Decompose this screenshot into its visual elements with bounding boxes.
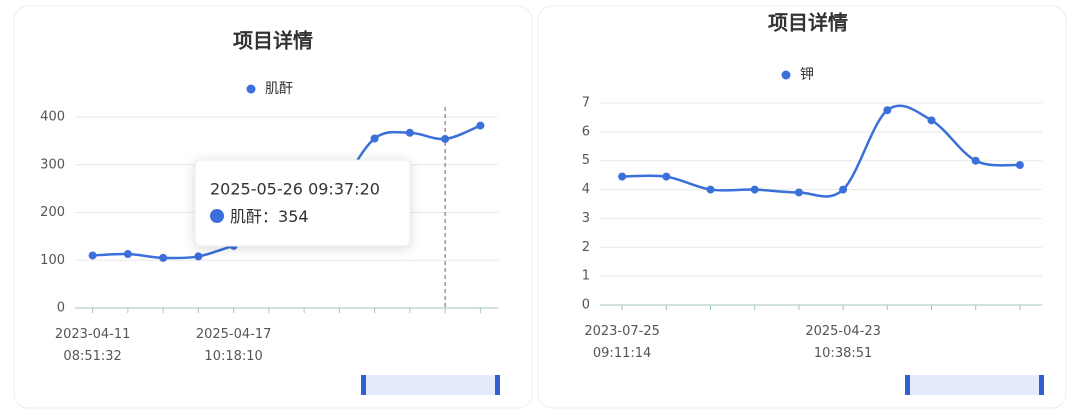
x-tick-label-line: 10:18:10 (204, 349, 262, 364)
data-point (927, 116, 936, 125)
x-tick-label-line: 09:11:14 (593, 346, 651, 361)
x-tick-label: 2025-04-17 10:18:10 (196, 327, 272, 364)
data-point (441, 134, 450, 143)
legend-label: 钾 (800, 67, 814, 83)
y-tick-label: 3 (582, 211, 590, 226)
zoom-handle (905, 375, 910, 395)
data-point (750, 185, 759, 194)
x-tick-label-line: 08:51:32 (63, 349, 121, 364)
y-tick-label: 7 (582, 96, 590, 111)
x-tick-label: 2023-07-25 09:11:14 (584, 324, 660, 361)
x-tick-label-line: 10:38:51 (814, 346, 872, 361)
zoom-handle (495, 375, 500, 395)
y-tick-label: 0 (582, 298, 590, 313)
x-tick-label-line: 2025-04-23 (805, 324, 881, 339)
data-point (194, 252, 203, 261)
data-point (370, 134, 379, 143)
chart-title: 项目详情 (233, 29, 313, 53)
tooltip-box (194, 159, 411, 247)
tooltip-marker (210, 209, 224, 223)
data-point (839, 185, 848, 194)
zoom-slider (363, 375, 498, 395)
data-point (794, 188, 803, 197)
data-point (662, 172, 671, 181)
data-point (706, 185, 715, 194)
x-tick-label-line: 2023-04-11 (55, 327, 131, 342)
data-point (123, 250, 132, 259)
tooltip-value: 354 (278, 207, 309, 226)
data-point (159, 253, 168, 262)
y-tick-label: 5 (582, 153, 590, 168)
legend-marker (246, 84, 256, 94)
y-tick-label: 2 (582, 240, 590, 255)
y-tick-label: 300 (40, 157, 65, 172)
y-tick-label: 4 (582, 182, 590, 197)
data-point (88, 251, 97, 260)
x-tick-label-line: 2025-04-17 (196, 327, 272, 342)
card (537, 5, 1067, 409)
data-point (971, 156, 980, 165)
x-tick-label: 2023-04-11 08:51:32 (55, 327, 131, 364)
tooltip-label: 肌酐：354 (230, 207, 309, 226)
data-point (618, 172, 627, 181)
tooltip-series-label: 肌酐： (230, 207, 278, 226)
y-tick-label: 200 (40, 205, 65, 220)
y-tick-label: 6 (582, 124, 590, 139)
data-point (476, 121, 485, 130)
y-tick-label: 400 (40, 110, 65, 125)
data-point (1015, 161, 1024, 170)
zoom-handle (1039, 375, 1044, 395)
y-tick-label: 1 (582, 269, 590, 284)
y-tick-label: 0 (57, 301, 65, 316)
legend-marker (781, 70, 791, 80)
legend-label: 肌酐 (265, 81, 293, 97)
data-point (405, 128, 414, 137)
series-line (622, 104, 1021, 198)
x-tick-label-line: 2023-07-25 (584, 324, 660, 339)
chart-title: 项目详情 (768, 11, 848, 35)
zoom-slider (907, 375, 1042, 395)
zoom-handle (361, 375, 366, 395)
data-point (883, 106, 892, 115)
x-tick-label: 2025-04-23 10:38:51 (805, 324, 881, 361)
tooltip-title: 2025-05-26 09:37:20 (210, 180, 380, 199)
y-tick-label: 100 (40, 253, 65, 268)
